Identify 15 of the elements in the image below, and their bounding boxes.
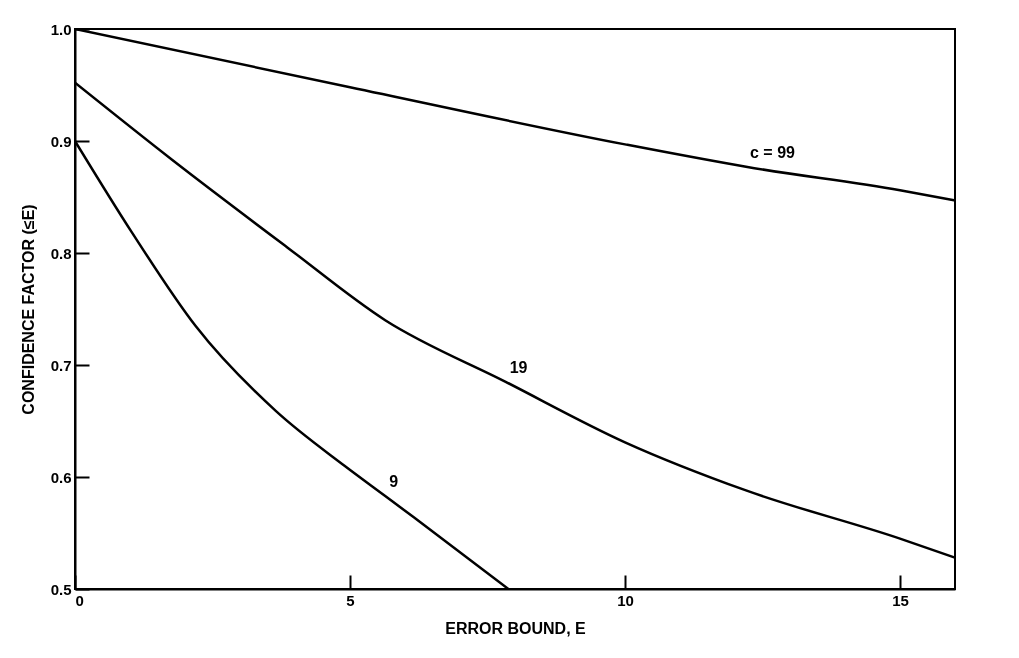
y-tick-label: 0.5 — [50, 580, 72, 598]
x-tick-label: 15 — [892, 591, 909, 609]
x-tick-label: 10 — [617, 591, 634, 609]
x-tick-label: 5 — [346, 591, 355, 609]
x-axis-title: ERROR BOUND, E — [445, 619, 587, 637]
y-tick-label: 0.7 — [50, 356, 72, 374]
y-tick-label: 0.8 — [50, 244, 72, 262]
x-tick-label: 0 — [75, 591, 84, 609]
y-tick-label: 0.9 — [50, 132, 72, 150]
annotation: 19 — [509, 358, 528, 376]
y-axis-title: CONFIDENCE FACTOR (≤E) — [19, 204, 37, 415]
y-tick-label: 0.6 — [50, 468, 72, 486]
annotation: 9 — [389, 473, 399, 491]
y-tick-label: 1.0 — [50, 20, 72, 38]
annotation: c = 99 — [750, 143, 796, 161]
